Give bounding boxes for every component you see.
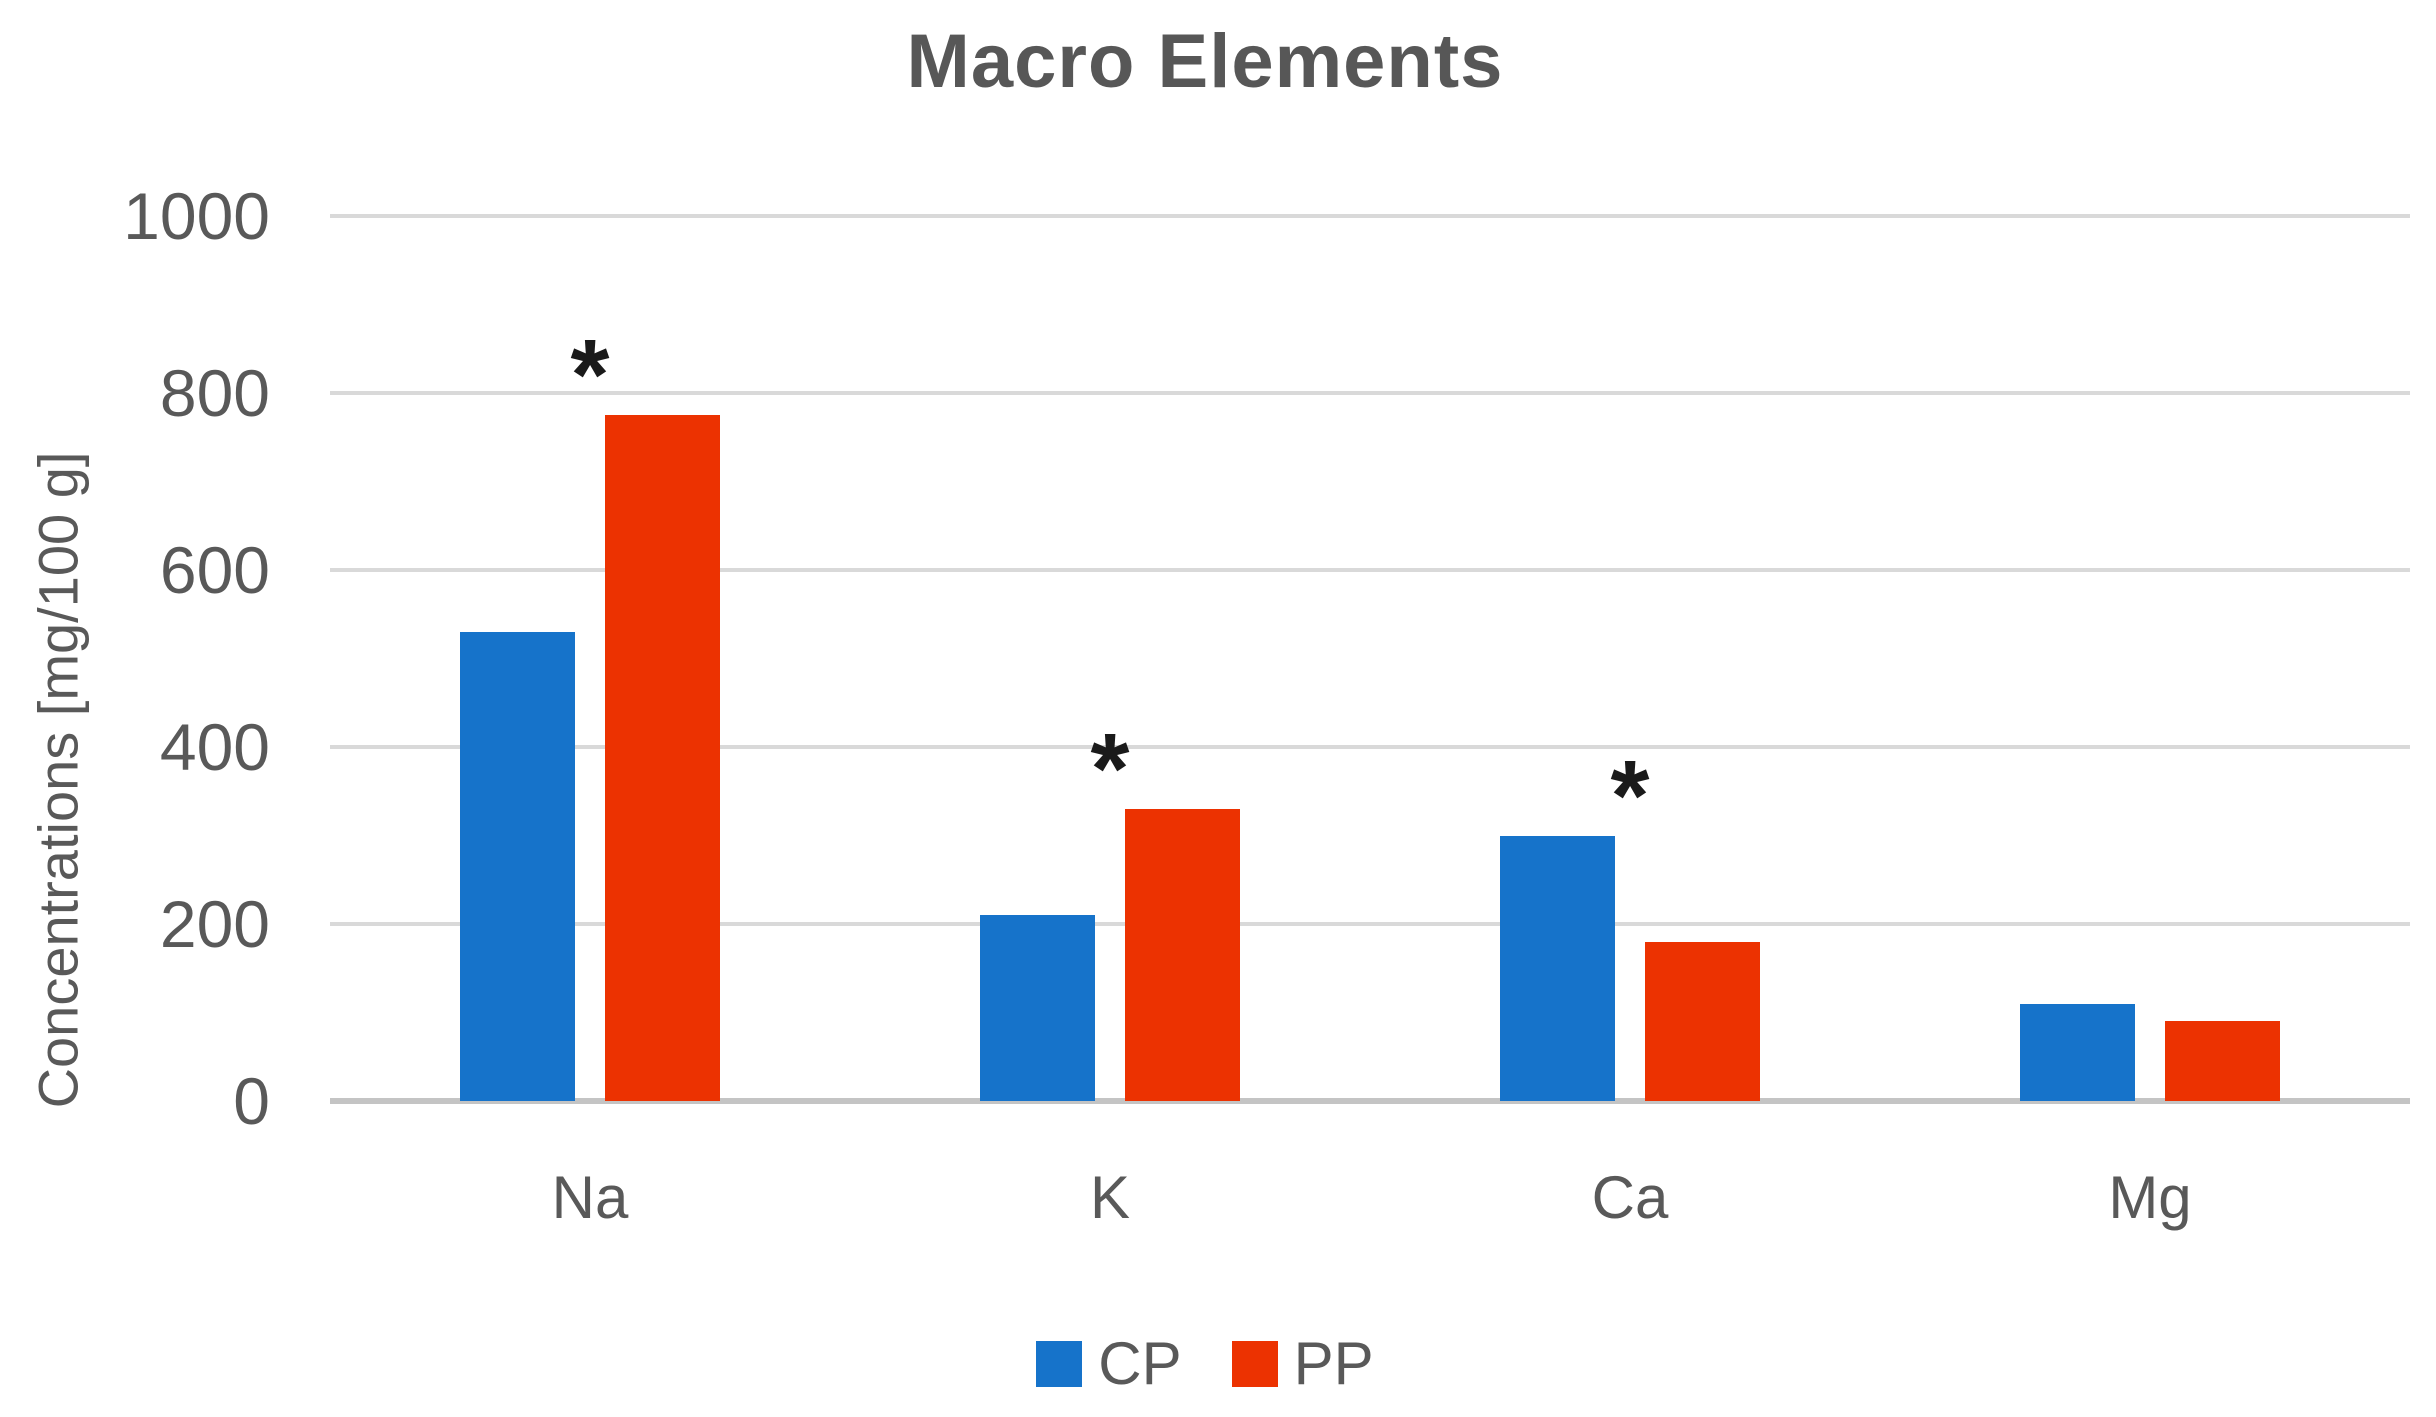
chart-title: Macro Elements [906, 19, 1504, 104]
bar-pp-k [1125, 808, 1240, 1101]
bar-pp-na [605, 415, 720, 1101]
gridline-0 [330, 1098, 2410, 1104]
gridline-800 [330, 391, 2410, 395]
y-tick-label-800: 800 [159, 356, 270, 430]
bar-cp-ca [1500, 835, 1615, 1101]
legend-swatch-cp [1036, 1341, 1083, 1387]
legend: CP PP [0, 1334, 2410, 1394]
gridline-400 [330, 745, 2410, 749]
bar-pp-ca [1645, 941, 1760, 1101]
legend-swatch-pp [1231, 1341, 1278, 1387]
y-tick-label-600: 600 [159, 533, 270, 607]
category-label-ca: Ca [1591, 1164, 1669, 1231]
significance-asterisk-k: * [1090, 712, 1130, 825]
legend-label-pp: PP [1293, 1330, 1374, 1397]
legend-item-pp: PP [1231, 1330, 1374, 1397]
category-label-na: Na [551, 1164, 629, 1231]
gridline-200 [330, 922, 2410, 926]
bar-cp-k [980, 915, 1095, 1101]
bar-cp-na [460, 631, 575, 1101]
y-tick-label-200: 200 [159, 887, 270, 961]
category-label-k: K [1089, 1164, 1131, 1231]
y-tick-label-400: 400 [159, 710, 270, 784]
gridline-600 [330, 568, 2410, 572]
legend-item-cp: CP [1036, 1330, 1182, 1397]
y-tick-label-0: 0 [233, 1064, 270, 1138]
significance-asterisk-na: * [570, 319, 610, 432]
significance-asterisk-ca: * [1610, 739, 1650, 852]
bar-cp-mg [2020, 1003, 2135, 1101]
gridline-1000 [330, 214, 2410, 218]
legend-label-cp: CP [1098, 1330, 1182, 1397]
category-label-mg: Mg [2108, 1164, 2192, 1231]
y-tick-label-1000: 1000 [123, 179, 270, 253]
bar-pp-mg [2165, 1021, 2280, 1101]
